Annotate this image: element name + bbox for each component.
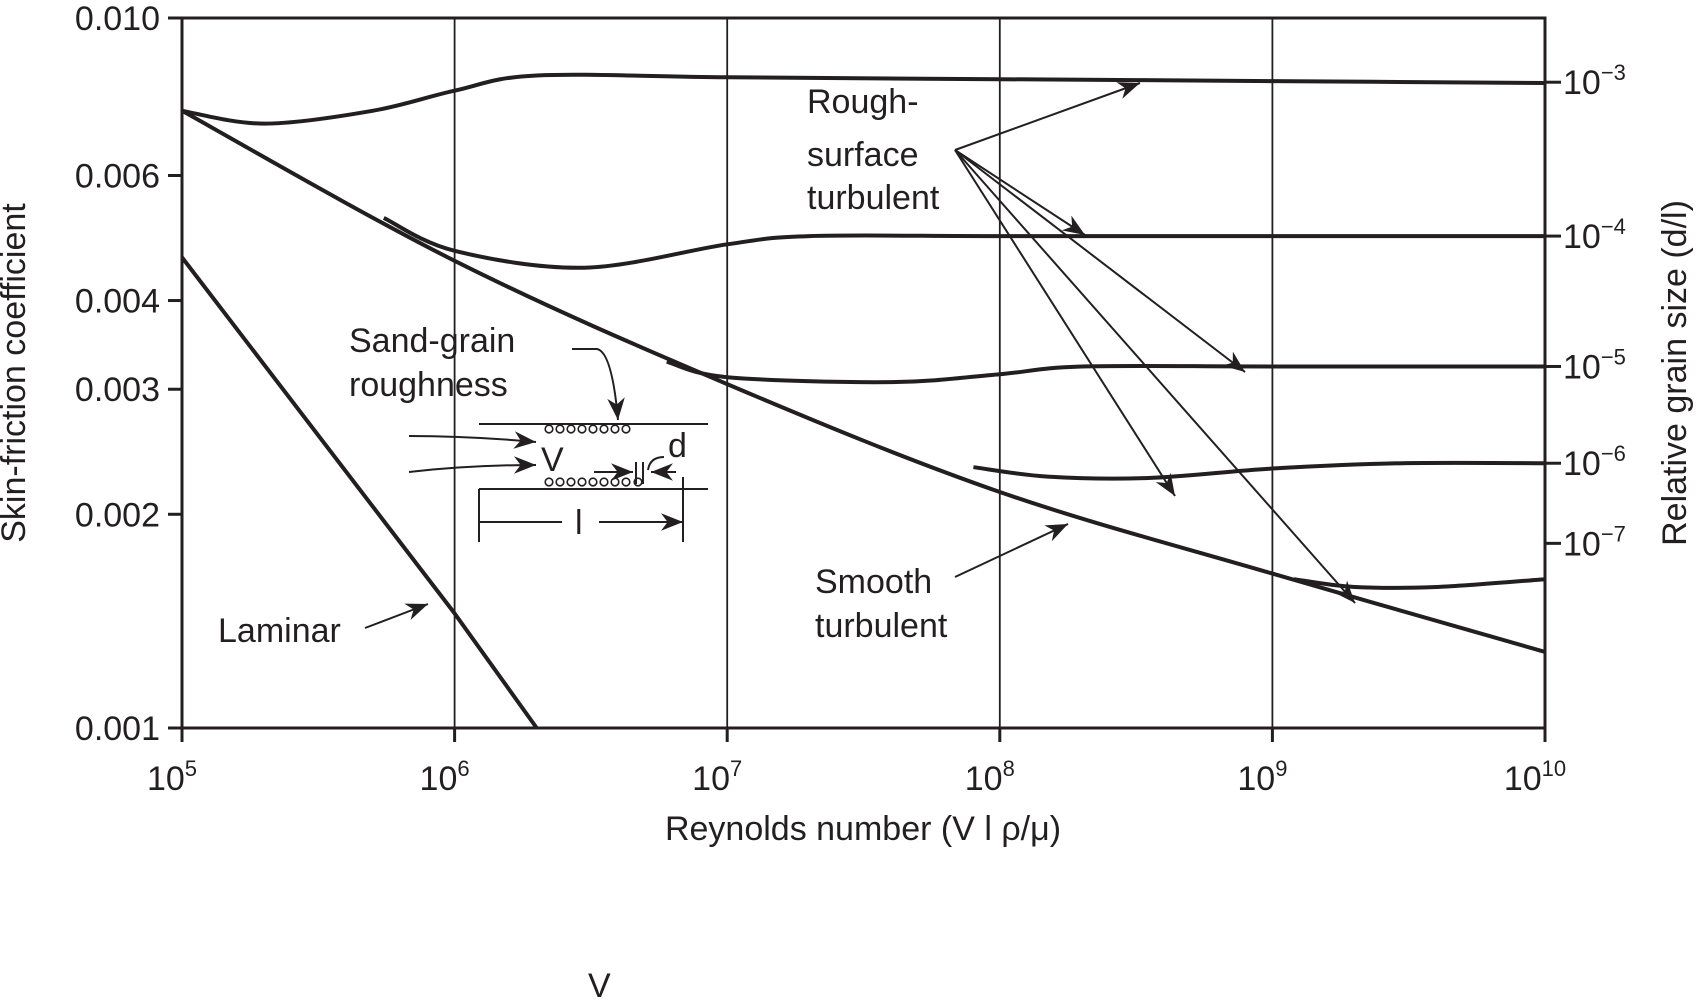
inset-l-label: l [575, 504, 583, 542]
inset-flow-arrow-1 [408, 431, 537, 449]
y-tick-label-1: 0.006 [75, 158, 160, 196]
sand-grain-label-line1: Sand-grain [349, 322, 515, 360]
right-tick-label-4: 10−7 [1563, 521, 1626, 563]
series-line-r6 [973, 460, 1546, 481]
smooth-label-line1: Smooth [815, 563, 932, 601]
x-tick-label-1: 106 [420, 756, 470, 798]
smooth-label-line2: turbulent [815, 607, 948, 645]
laminar-label: Laminar [218, 612, 341, 650]
x-axis-label: Reynolds number (V l ρ/μ) [665, 810, 1061, 848]
arrow-smooth [954, 523, 1069, 578]
arrow-rough-4 [954, 149, 1086, 236]
right-tick-label-2: 10−5 [1563, 344, 1626, 386]
arrow-laminar [364, 603, 429, 629]
rough-label-line3: turbulent [807, 179, 940, 217]
arrow-rough-3 [954, 82, 1141, 151]
series-line-laminar [180, 256, 539, 730]
ticks [168, 16, 1561, 742]
rough-surface-annotation: Rough- surface turbulent [807, 83, 940, 217]
arrow-rough-6 [954, 149, 1176, 497]
stray-v-label: V [588, 967, 611, 1002]
tick-labels: 105 106 107 108 109 1010 0.010 0.006 0.004 0.003 0… [75, 0, 1626, 798]
rough-label-line2: surface [807, 136, 919, 174]
y-tick-label-5: 0.001 [75, 710, 160, 748]
y-tick-label-3: 0.003 [75, 371, 160, 409]
inset-d-pointer [647, 456, 665, 471]
x-tick-label-4: 109 [1237, 756, 1287, 798]
x-tick-label-2: 107 [692, 756, 742, 798]
right-tick-label-1: 10−4 [1563, 214, 1626, 256]
x-tick-label-0: 105 [147, 756, 197, 798]
series-line-r5 [666, 359, 1545, 385]
sand-grain-inset [408, 423, 708, 542]
sand-grain-label-line2: roughness [349, 366, 508, 404]
series-line-r3 [181, 72, 1546, 126]
curves [180, 72, 1546, 730]
y-tick-label-0: 0.010 [75, 0, 160, 38]
inset-bottom-grains [544, 477, 643, 487]
inset-v-label: V [541, 441, 564, 479]
y-axis-label-left: Skin-friction coefficient [0, 203, 33, 543]
series-line-r7 [1293, 577, 1546, 590]
inset-flow-arrow-2 [408, 456, 537, 474]
arrow-rough-7 [954, 149, 1356, 604]
plot-frame [180, 16, 1547, 730]
inset-top-grains [544, 424, 631, 434]
y-tick-label-4: 0.002 [75, 496, 160, 534]
inset-d-label: d [668, 427, 687, 465]
annotation-arrows [364, 82, 1356, 629]
x-tick-label-5: 1010 [1504, 756, 1566, 798]
arrow-rough-5 [954, 149, 1246, 373]
x-tick-label-3: 108 [965, 756, 1015, 798]
y-axis-label-right: Relative grain size (d/l) [1656, 200, 1694, 546]
arrow-sand-grain [572, 348, 625, 421]
rough-label-line1: Rough- [807, 83, 919, 121]
series-line-r4 [382, 216, 1545, 270]
right-tick-label-3: 10−6 [1563, 441, 1626, 483]
smooth-turbulent-annotation: Smooth turbulent [815, 563, 948, 645]
right-tick-label-0: 10−3 [1563, 60, 1626, 102]
y-tick-label-2: 0.004 [75, 283, 160, 321]
